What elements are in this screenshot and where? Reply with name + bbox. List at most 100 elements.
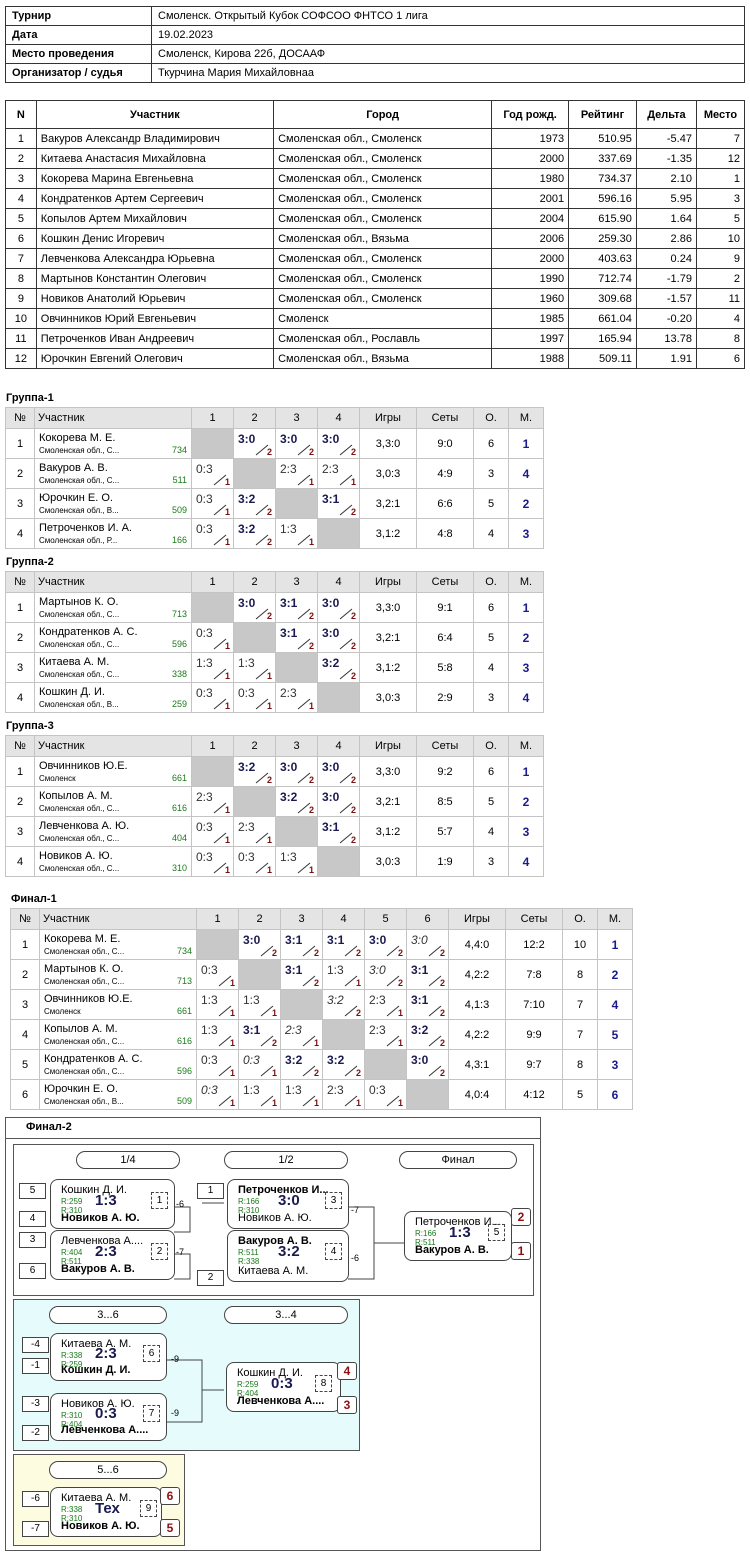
score-cell[interactable]: 1:3 1 [275,846,318,877]
match-5-final[interactable]: Петроченков И... R:166 R:511 1:3 5 Вакур… [404,1211,512,1261]
score-cell[interactable]: 3:1 2 [280,929,323,960]
group-row[interactable]: 3 Юрочкин Е. О. Смоленская обл., В... 509 0:… [5,488,544,519]
score-cell[interactable]: 3:0 2 [406,929,449,960]
match-6[interactable]: Китаева А. М. R:338 R:259 2:3 6 Кошкин Д… [50,1333,167,1381]
score-cell[interactable]: 3:2 2 [275,786,318,817]
score-cell[interactable]: 0:3 1 [196,1079,239,1110]
score-cell[interactable]: 3:0 2 [233,592,276,623]
participant-row[interactable]: 2 Китаева Анастасия Михайловна Смоленская … [5,148,746,169]
group-row[interactable]: 4 Копылов А. М. Смоленская обл., С... 616 1:… [10,1019,633,1050]
score-cell[interactable]: 2:3 1 [233,816,276,847]
score-cell[interactable]: 3:1 2 [322,929,365,960]
score-cell[interactable]: 3:0 2 [275,428,318,459]
group-row[interactable]: 2 Кондратенков А. С. Смоленская обл., С...… [5,622,544,653]
score-cell[interactable]: 0:3 1 [191,682,234,713]
score-cell[interactable]: 3:2 2 [322,989,365,1020]
score-cell[interactable]: 2:3 1 [364,989,407,1020]
participant-row[interactable]: 12 Юрочкин Евгений Олегович Смоленская обл… [5,348,746,369]
match-3[interactable]: Петроченков И... R:166 R:310 3:0 3 Новик… [227,1179,349,1229]
score-cell[interactable]: 3:0 2 [233,428,276,459]
score-cell[interactable]: 0:3 1 [191,518,234,549]
group-row[interactable]: 3 Китаева А. М. Смоленская обл., С... 338 1:… [5,652,544,683]
group-row[interactable]: 4 Кошкин Д. И. Смоленская обл., В... 259 0:3… [5,682,544,713]
score-cell[interactable]: 0:3 1 [238,1049,281,1080]
score-cell[interactable]: 3:1 2 [317,488,360,519]
match-8[interactable]: Кошкин Д. И. R:259 R:404 0:3 8 Левченков… [226,1362,341,1412]
score-cell[interactable]: 3:2 2 [233,488,276,519]
score-cell[interactable]: 1:3 1 [196,1019,239,1050]
group-row[interactable]: 1 Кокорева М. Е. Смоленская обл., С... 734 3… [10,929,633,960]
group-row[interactable]: 6 Юрочкин Е. О. Смоленская обл., В... 509 0:… [10,1079,633,1110]
group-row[interactable]: 3 Овчинников Ю.Е. Смоленск 661 1:3 1 1:3 1 3:2 2 2… [10,989,633,1020]
match-4[interactable]: Вакуров А. В. R:511 R:338 3:2 4 Китаева … [227,1230,349,1282]
match-2[interactable]: Левченкова А.... R:404 R:511 2:3 2 Вакур… [50,1230,175,1280]
score-cell[interactable]: 0:3 1 [191,622,234,653]
score-cell[interactable]: 1:3 1 [191,652,234,683]
participant-row[interactable]: 4 Кондратенков Артем Сергеевич Смоленская … [5,188,746,209]
score-cell[interactable]: 3:2 2 [233,756,276,787]
score-cell[interactable]: 2:3 1 [275,458,318,489]
score-cell[interactable]: 3:0 2 [317,622,360,653]
score-cell[interactable]: 0:3 1 [364,1079,407,1110]
score-cell[interactable]: 3:0 2 [317,592,360,623]
score-cell[interactable]: 2:3 1 [191,786,234,817]
group-row[interactable]: 1 Кокорева М. Е. Смоленская обл., С... 734 3… [5,428,544,459]
match-7[interactable]: Новиков А. Ю. R:310 R:404 0:3 7 Левченко… [50,1393,167,1441]
score-cell[interactable]: 0:3 1 [233,682,276,713]
score-cell[interactable]: 3:0 2 [406,1049,449,1080]
score-cell[interactable]: 0:3 1 [191,488,234,519]
score-cell[interactable]: 3:1 2 [406,989,449,1020]
score-cell[interactable]: 3:0 2 [317,428,360,459]
score-cell[interactable]: 3:0 2 [238,929,281,960]
group-row[interactable]: 4 Новиков А. Ю. Смоленская обл., С... 310 0:… [5,846,544,877]
score-cell[interactable]: 3:2 2 [233,518,276,549]
score-cell[interactable]: 0:3 1 [191,816,234,847]
group-row[interactable]: 3 Левченкова А. Ю. Смоленская обл., С... 40… [5,816,544,847]
match-1[interactable]: Кошкин Д. И. R:259 R:310 1:3 1 Новиков А… [50,1179,175,1229]
score-cell[interactable]: 1:3 1 [275,518,318,549]
score-cell[interactable]: 3:0 2 [317,756,360,787]
score-cell[interactable]: 3:1 2 [275,622,318,653]
participant-row[interactable]: 8 Мартынов Константин Олегович Смоленская … [5,268,746,289]
score-cell[interactable]: 2:3 1 [280,1019,323,1050]
score-cell[interactable]: 3:1 2 [317,816,360,847]
group-row[interactable]: 2 Мартынов К. О. Смоленская обл., С... 713 0… [10,959,633,990]
score-cell[interactable]: 0:3 1 [191,458,234,489]
score-cell[interactable]: 3:1 2 [238,1019,281,1050]
score-cell[interactable]: 0:3 1 [233,846,276,877]
group-row[interactable]: 2 Копылов А. М. Смоленская обл., С... 616 2:… [5,786,544,817]
participant-row[interactable]: 10 Овчинников Юрий Евгеньевич Смоленск 1985… [5,308,746,329]
participant-row[interactable]: 9 Новиков Анатолий Юрьевич Смоленская обл.… [5,288,746,309]
score-cell[interactable]: 3:2 2 [280,1049,323,1080]
score-cell[interactable]: 0:3 1 [196,1049,239,1080]
score-cell[interactable]: 2:3 1 [364,1019,407,1050]
score-cell[interactable]: 1:3 1 [238,989,281,1020]
group-row[interactable]: 1 Овчинников Ю.Е. Смоленск 661 3:2 2 3:0 2 3:0 2 3… [5,756,544,787]
participant-row[interactable]: 3 Кокорева Марина Евгеньевна Смоленская об… [5,168,746,189]
group-row[interactable]: 5 Кондратенков А. С. Смоленская обл., С...… [10,1049,633,1080]
participant-row[interactable]: 7 Левченкова Александра Юрьевна Смоленская… [5,248,746,269]
score-cell[interactable]: 1:3 1 [238,1079,281,1110]
score-cell[interactable]: 1:3 1 [322,959,365,990]
score-cell[interactable]: 2:3 1 [317,458,360,489]
score-cell[interactable]: 3:0 2 [364,929,407,960]
score-cell[interactable]: 1:3 1 [280,1079,323,1110]
score-cell[interactable]: 3:1 2 [280,959,323,990]
score-cell[interactable]: 3:0 2 [364,959,407,990]
score-cell[interactable]: 1:3 1 [196,989,239,1020]
score-cell[interactable]: 3:1 2 [275,592,318,623]
score-cell[interactable]: 3:2 2 [322,1049,365,1080]
participant-row[interactable]: 1 Вакуров Александр Владимирович Смоленска… [5,128,746,149]
score-cell[interactable]: 1:3 1 [233,652,276,683]
participant-row[interactable]: 5 Копылов Артем Михайлович Смоленская обл.… [5,208,746,229]
score-cell[interactable]: 0:3 1 [196,959,239,990]
group-row[interactable]: 2 Вакуров А. В. Смоленская обл., С... 511 0:… [5,458,544,489]
participant-row[interactable]: 6 Кошкин Денис Игоревич Смоленская обл., В… [5,228,746,249]
score-cell[interactable]: 2:3 1 [322,1079,365,1110]
score-cell[interactable]: 3:1 2 [406,959,449,990]
score-cell[interactable]: 0:3 1 [191,846,234,877]
match-9[interactable]: Китаева А. М. R:338 R:310 Тех 9 Новиков … [50,1487,162,1537]
score-cell[interactable]: 3:2 2 [406,1019,449,1050]
score-cell[interactable]: 3:0 2 [317,786,360,817]
score-cell[interactable]: 3:0 2 [275,756,318,787]
